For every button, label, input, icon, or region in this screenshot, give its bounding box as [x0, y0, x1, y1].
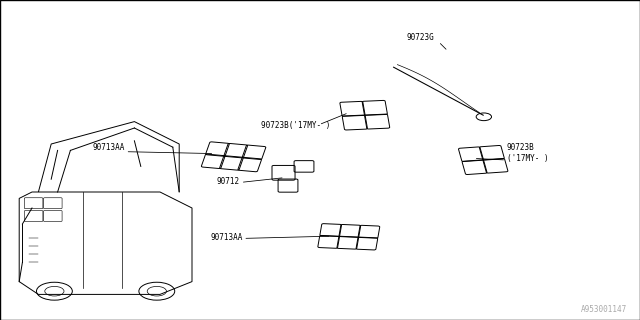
Text: 90713AA: 90713AA	[211, 233, 243, 242]
Text: 90723B
('17MY- ): 90723B ('17MY- )	[507, 142, 548, 163]
Text: 90723B('17MY- ): 90723B('17MY- )	[261, 121, 330, 130]
Text: 90713AA: 90713AA	[92, 143, 125, 152]
Text: A953001147: A953001147	[581, 305, 627, 314]
Text: 90712: 90712	[217, 177, 240, 186]
Text: 90723G: 90723G	[406, 33, 434, 42]
